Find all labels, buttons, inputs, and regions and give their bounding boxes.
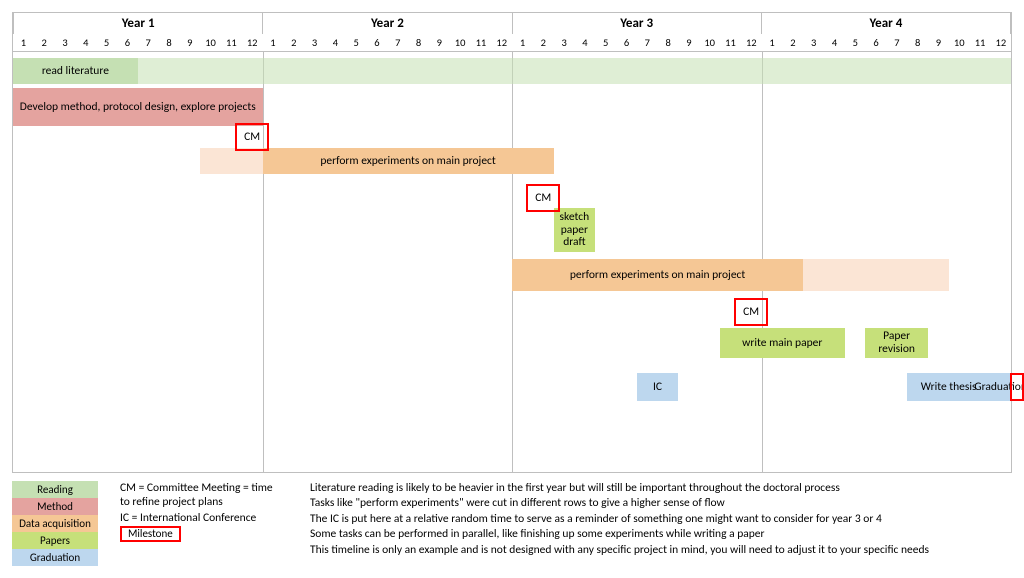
month-cell: 2 [283, 34, 304, 51]
gantt-bar: IC [637, 373, 679, 401]
month-cell: 12 [990, 34, 1011, 51]
month-cell: 7 [886, 34, 907, 51]
month-cell: 7 [637, 34, 658, 51]
month-cell: 4 [575, 34, 596, 51]
gantt-bar [200, 148, 262, 174]
month-cell: 12 [242, 34, 263, 51]
month-cell: 12 [491, 34, 512, 51]
month-cell: 8 [658, 34, 679, 51]
month-cell: 4 [325, 34, 346, 51]
month-cell: 7 [138, 34, 159, 51]
legend-swatches: ReadingMethodData acquisitionPapersGradu… [12, 481, 98, 566]
legend-note: Literature reading is likely to be heavi… [310, 481, 1012, 495]
month-cell: 8 [408, 34, 429, 51]
month-cell: 6 [367, 34, 388, 51]
month-cell: 12 [741, 34, 762, 51]
legend-def-ic: IC = International Conference [120, 511, 280, 525]
month-cell: 2 [533, 34, 554, 51]
legend-swatch: Data acquisition [12, 515, 98, 532]
gantt-bar: perform experiments on main project [263, 148, 554, 174]
gantt-bar: Paper revision [865, 328, 927, 358]
month-cell: 5 [346, 34, 367, 51]
legend-note: Tasks like "perform experiments" were cu… [310, 496, 1012, 510]
milestone [1010, 373, 1024, 401]
month-cell: 10 [949, 34, 970, 51]
month-cell: 1 [762, 34, 783, 51]
month-cell: 3 [304, 34, 325, 51]
month-cell: 11 [471, 34, 492, 51]
gantt-bar [803, 259, 949, 291]
legend-swatch: Papers [12, 532, 98, 549]
month-cell: 6 [616, 34, 637, 51]
month-cell: 5 [845, 34, 866, 51]
month-cell: 9 [679, 34, 700, 51]
legend-swatch: Graduation [12, 549, 98, 566]
legend-def-cm: CM = Committee Meeting = time to refine … [120, 481, 280, 510]
gantt-bar: sketch paper draft [554, 208, 596, 252]
month-cell: 10 [450, 34, 471, 51]
month-cell: 11 [720, 34, 741, 51]
legend-swatch: Method [12, 498, 98, 515]
gantt-bar: write main paper [720, 328, 845, 358]
gantt-bar: Develop method, protocol design, explore… [13, 88, 263, 126]
year-header: Year 2 [263, 13, 512, 34]
legend-notes: Literature reading is likely to be heavi… [310, 481, 1012, 566]
year-divider [263, 52, 264, 472]
month-cell: 10 [200, 34, 221, 51]
month-cell: 5 [96, 34, 117, 51]
month-cell: 10 [699, 34, 720, 51]
milestone: CM [235, 123, 269, 151]
month-cell: 7 [387, 34, 408, 51]
month-cell: 8 [159, 34, 180, 51]
gantt-bar [138, 58, 1011, 84]
legend-note: The IC is put here at a relative random … [310, 512, 1012, 526]
gantt-bar: Graduation [990, 373, 1011, 401]
month-cell: 3 [803, 34, 824, 51]
chart-body: read literature Develop method, protocol … [13, 52, 1011, 472]
legend-area: ReadingMethodData acquisitionPapersGradu… [12, 481, 1012, 566]
month-cell: 5 [595, 34, 616, 51]
month-cell: 3 [554, 34, 575, 51]
year-header: Year 3 [513, 13, 762, 34]
year-header: Year 4 [762, 13, 1010, 34]
month-cell: 2 [782, 34, 803, 51]
gantt-bar: read literature [13, 58, 138, 84]
year-header-row: Year 1Year 2Year 3Year 4 [13, 12, 1011, 34]
month-cell: 2 [34, 34, 55, 51]
gantt-bar: perform experiments on main project [512, 259, 803, 291]
milestone: CM [734, 298, 768, 326]
month-cell: 4 [75, 34, 96, 51]
month-cell: 3 [55, 34, 76, 51]
legend-note: Some tasks can be performed in parallel,… [310, 527, 1012, 541]
legend-definitions: CM = Committee Meeting = time to refine … [120, 481, 280, 566]
month-cell: 9 [429, 34, 450, 51]
month-cell: 9 [179, 34, 200, 51]
year-header: Year 1 [14, 13, 263, 34]
month-cell: 6 [866, 34, 887, 51]
month-cell: 8 [907, 34, 928, 51]
legend-swatch: Reading [12, 481, 98, 498]
month-cell: 4 [824, 34, 845, 51]
month-cell: 1 [13, 34, 34, 51]
legend-milestone-swatch: Milestone [120, 526, 181, 542]
month-cell: 1 [512, 34, 533, 51]
milestone: CM [526, 184, 560, 212]
month-cell: 9 [928, 34, 949, 51]
month-cell: 6 [117, 34, 138, 51]
month-cell: 11 [221, 34, 242, 51]
gantt-chart: Year 1Year 2Year 3Year 4 123456789101112… [12, 12, 1012, 473]
month-cell: 11 [970, 34, 991, 51]
month-header-row: 1234567891011121234567891011121234567891… [13, 34, 1011, 52]
month-cell: 1 [263, 34, 284, 51]
